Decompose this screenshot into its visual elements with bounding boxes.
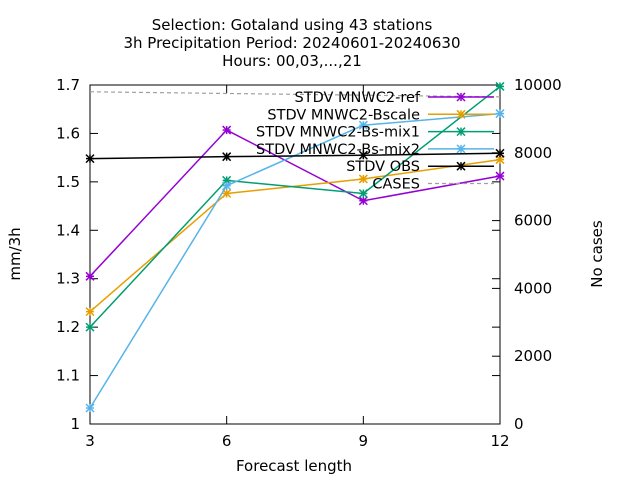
data-point xyxy=(495,109,505,119)
series-line-1 xyxy=(89,158,501,313)
y2-axis-ticks: 0 2000 4000 6000 8000 10000 xyxy=(492,76,562,433)
legend-marker xyxy=(456,127,466,137)
legend-label: STDV MNWC2-Bs-mix1 xyxy=(256,125,420,141)
marker-stroke-d2 xyxy=(358,188,368,199)
y-tick-label: 1.7 xyxy=(56,76,80,94)
marker-stroke-d2 xyxy=(85,154,95,164)
marker-stroke-d2 xyxy=(358,196,368,206)
y-tick-label: 1.6 xyxy=(56,124,80,142)
series-line-2 xyxy=(89,85,501,328)
marker-stroke-d2 xyxy=(85,271,95,281)
title-line: Hours: 00,03,...,21 xyxy=(222,52,362,70)
marker-stroke-d2 xyxy=(456,144,466,154)
data-point xyxy=(358,120,368,130)
data-point xyxy=(222,152,232,162)
marker-stroke-d2 xyxy=(495,148,505,158)
marker-stroke-d2 xyxy=(456,92,466,102)
legend-label: STDV MNWC2-ref xyxy=(295,90,421,106)
data-point xyxy=(85,307,95,317)
y-axis-label: mm/3h xyxy=(6,227,24,280)
legend-marker xyxy=(456,144,466,154)
data-point xyxy=(85,403,95,413)
marker-stroke-d2 xyxy=(456,127,466,137)
title-line: Selection: Gotaland using 43 stations xyxy=(152,16,433,34)
series-line-4 xyxy=(89,152,501,160)
series-line-0 xyxy=(89,129,501,277)
x-tick-label: 9 xyxy=(359,432,369,450)
plot-area xyxy=(89,84,501,425)
marker-stroke-d2 xyxy=(222,181,232,191)
legend-marker xyxy=(456,109,466,119)
data-point xyxy=(495,81,505,91)
legend-label: STDV OBS xyxy=(346,159,420,175)
y2-tick-label: 4000 xyxy=(514,279,552,297)
data-point xyxy=(358,196,368,206)
data-point xyxy=(358,174,368,184)
y-tick-label: 1.5 xyxy=(56,173,80,191)
marker-stroke-d2 xyxy=(495,81,505,91)
data-point xyxy=(85,271,95,281)
legend-label: STDV MNWC2-Bscale xyxy=(267,107,420,123)
chart-title: Selection: Gotaland using 43 stations3h … xyxy=(123,16,460,70)
data-point xyxy=(85,322,95,332)
y-tick-label: 1.3 xyxy=(56,270,80,288)
marker-stroke-d2 xyxy=(85,322,95,332)
y2-tick-label: 10000 xyxy=(514,76,562,94)
y2-axis-label: No cases xyxy=(588,220,606,288)
data-point xyxy=(358,150,368,160)
legend-marker xyxy=(456,92,466,102)
marker-stroke-d2 xyxy=(222,188,232,199)
y2-tick-label: 0 xyxy=(514,415,524,433)
legend-label: CASES xyxy=(372,177,420,193)
legend-label: STDV MNWC2-Bs-mix2 xyxy=(256,142,420,158)
marker-stroke-d2 xyxy=(495,171,505,181)
marker-stroke-d2 xyxy=(358,120,368,130)
x-tick-label: 3 xyxy=(85,432,95,450)
x-axis-label: Forecast length xyxy=(236,457,352,475)
x-tick-label: 12 xyxy=(490,432,509,450)
marker-stroke-d2 xyxy=(495,109,505,119)
data-point xyxy=(222,181,232,191)
y-axis-ticks: 1 1.1 1.2 1.3 1.4 1.5 1.6 1.7 xyxy=(56,76,500,433)
data-point xyxy=(85,154,95,164)
title-line: 3h Precipitation Period: 20240601-202406… xyxy=(123,34,460,52)
data-point xyxy=(222,125,232,135)
series-line-5 xyxy=(89,91,501,98)
plot-border xyxy=(89,84,501,425)
marker-stroke-d2 xyxy=(358,150,368,160)
y-tick-label: 1.4 xyxy=(56,221,80,239)
legend-marker xyxy=(456,161,466,171)
marker-stroke-d2 xyxy=(222,152,232,162)
data-point xyxy=(358,188,368,199)
marker-stroke-d2 xyxy=(358,174,368,184)
y-tick-label: 1.1 xyxy=(56,367,80,385)
data-point xyxy=(495,148,505,158)
y2-tick-label: 2000 xyxy=(514,347,552,365)
data-point xyxy=(495,171,505,181)
y2-tick-label: 6000 xyxy=(514,212,552,230)
marker-stroke-d2 xyxy=(85,307,95,317)
x-axis-ticks: 3 6 9 12 xyxy=(85,85,510,450)
marker-stroke-d2 xyxy=(85,403,95,413)
marker-stroke-d2 xyxy=(456,109,466,119)
series-lines xyxy=(85,81,505,413)
y-tick-label: 1.2 xyxy=(56,318,80,336)
marker-stroke-d2 xyxy=(222,125,232,135)
marker-stroke-d2 xyxy=(456,161,466,171)
y-tick-label: 1 xyxy=(70,415,80,433)
y2-tick-label: 8000 xyxy=(514,144,552,162)
x-tick-label: 6 xyxy=(222,432,232,450)
